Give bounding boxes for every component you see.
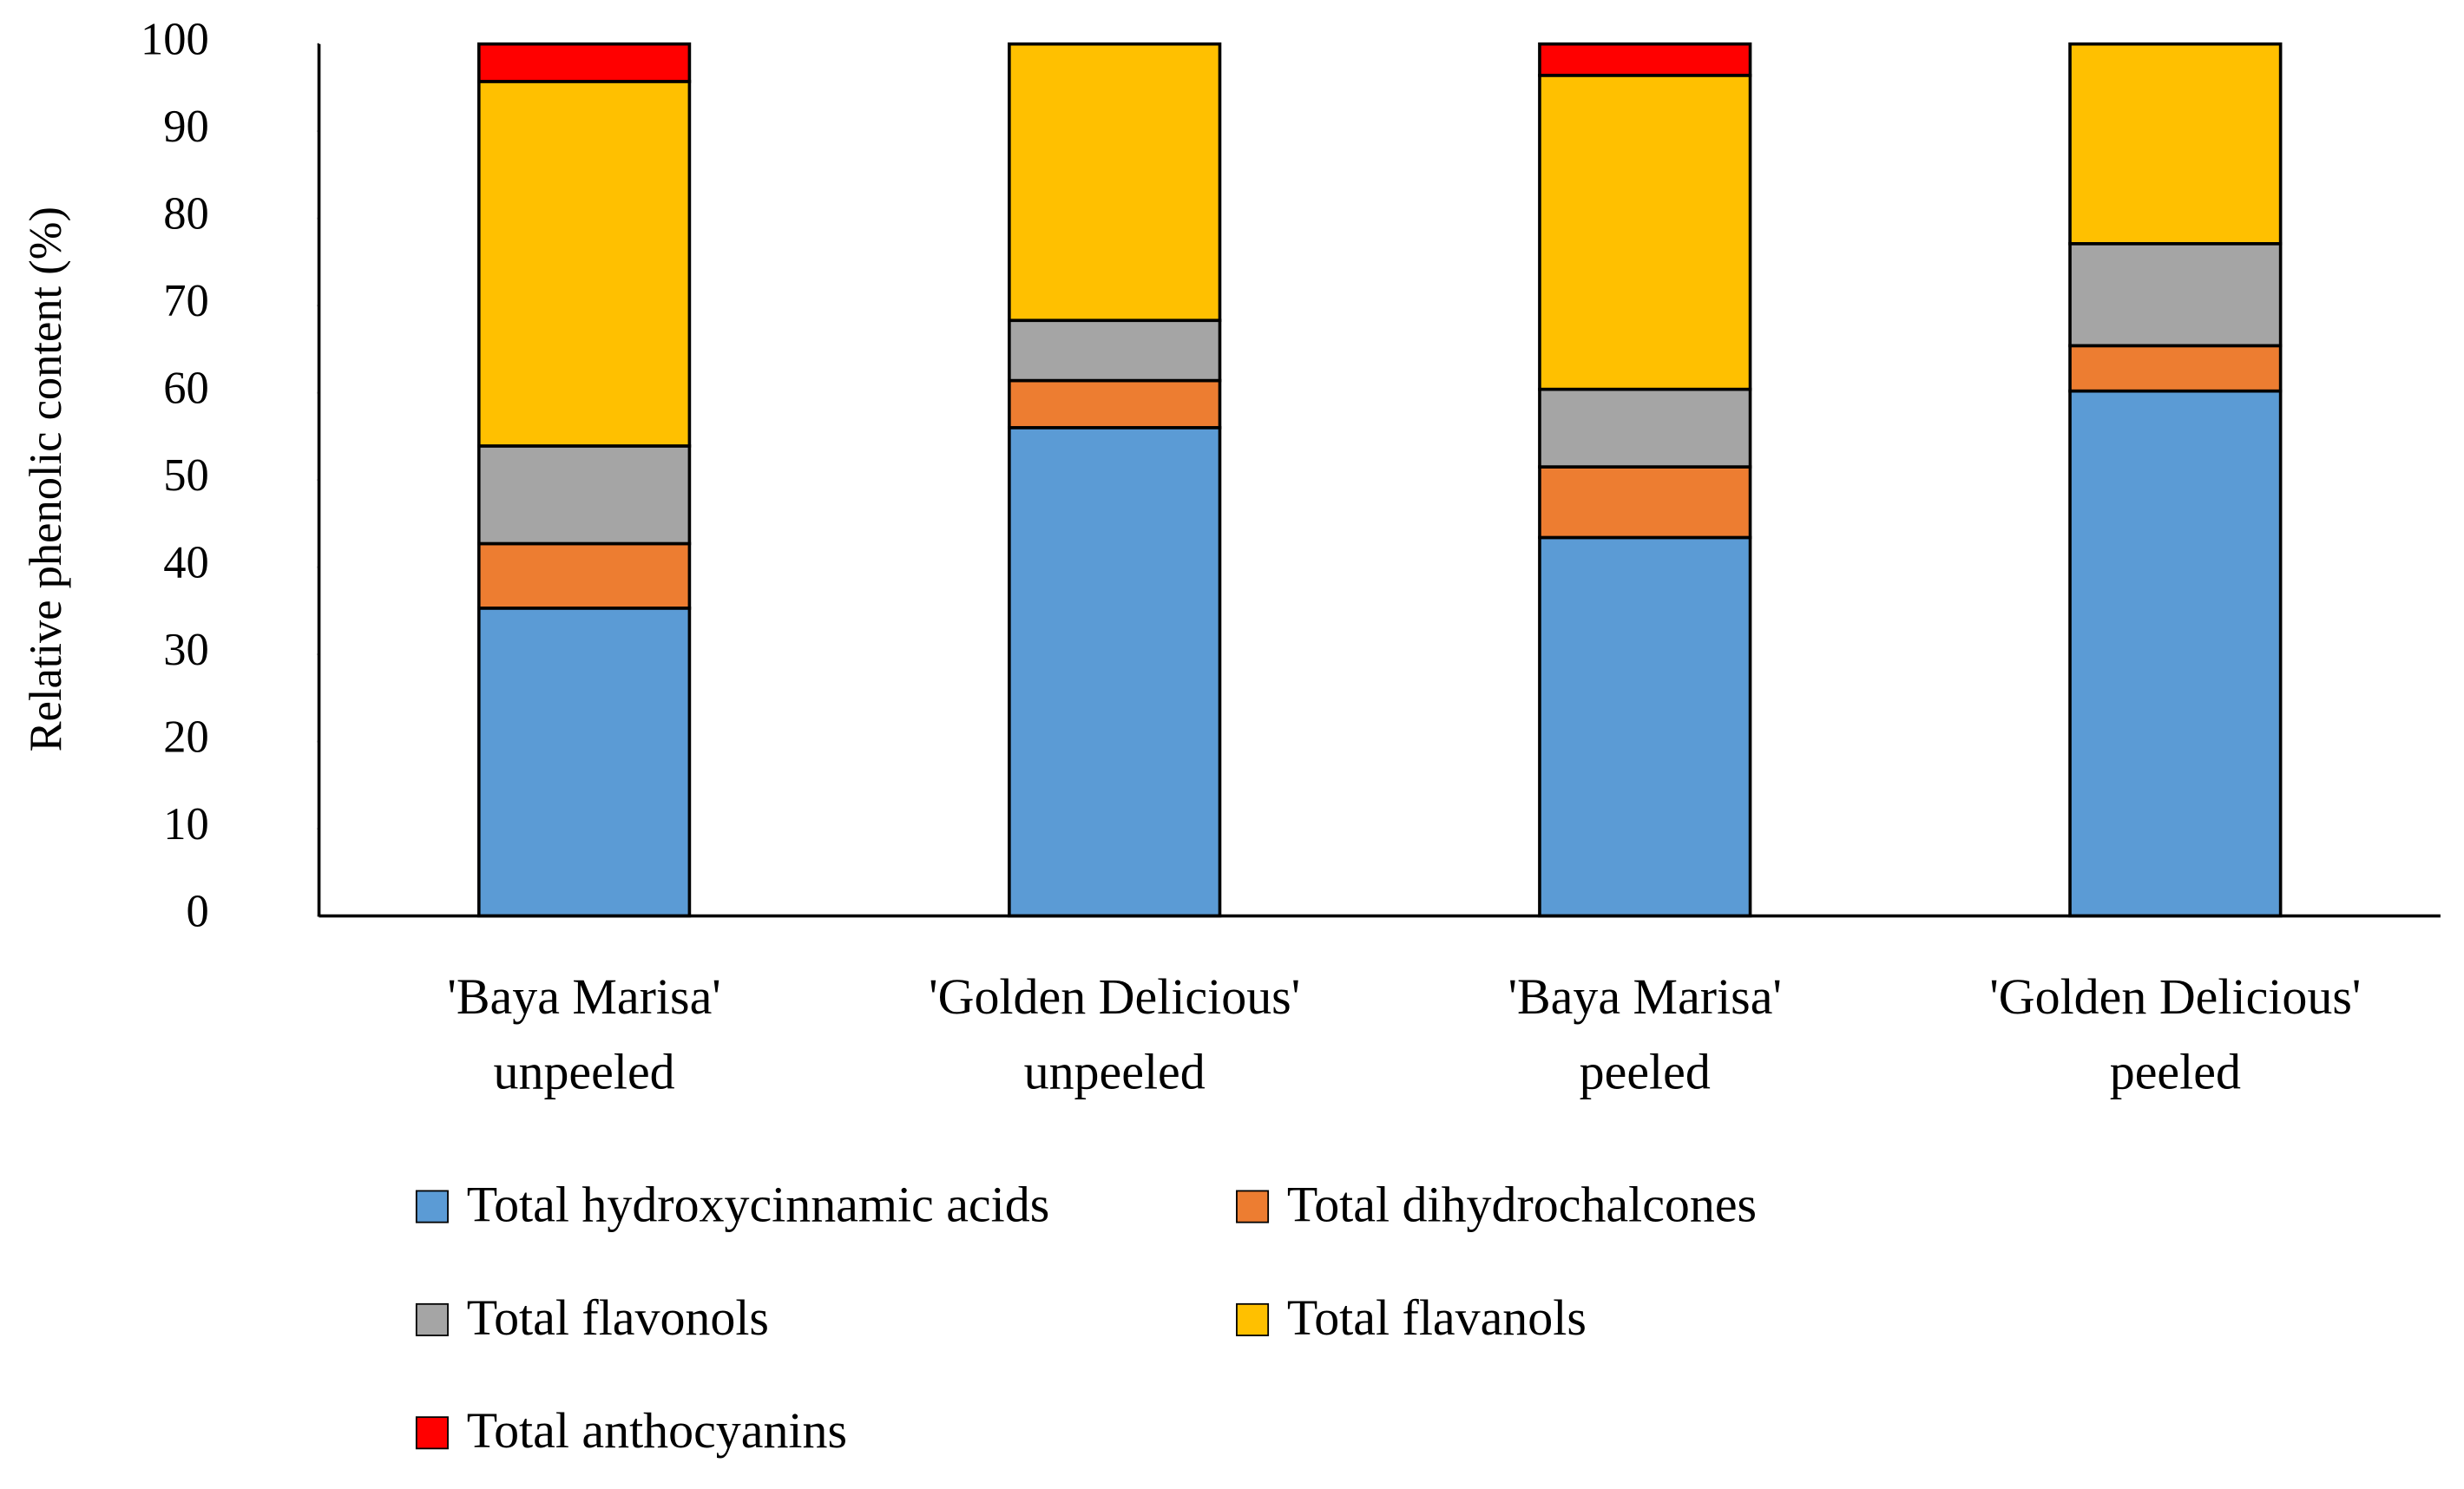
legend-label: Total hydroxycinnamic acids	[467, 1176, 1050, 1232]
y-axis-label: Relative phenolic content (%)	[21, 207, 71, 751]
y-tick-label: 0	[187, 887, 209, 937]
bar-segment	[2068, 42, 2283, 246]
legend-swatch	[415, 1190, 449, 1223]
legend-label: Total flavonols	[467, 1289, 769, 1346]
legend-label: Total flavanols	[1287, 1289, 1587, 1346]
legend-label: Total anthocyanins	[467, 1402, 847, 1459]
y-tick-label: 30	[163, 625, 209, 675]
legend-swatch	[1236, 1190, 1270, 1223]
bar-segment	[476, 444, 692, 546]
y-tick-label: 10	[163, 799, 209, 849]
x-tick-label: 'Golden Delicious' peeled	[1989, 968, 2362, 1100]
x-tick-label: 'Baya Marisa' unpeeled	[447, 968, 721, 1100]
y-tick-label: 80	[163, 189, 209, 239]
legend-swatch	[415, 1416, 449, 1450]
bar-segment	[1538, 74, 1752, 391]
legend-swatch	[415, 1302, 449, 1336]
legend-swatch	[1236, 1302, 1270, 1336]
bar-segment	[476, 42, 692, 83]
bar-segment	[1008, 318, 1222, 383]
y-tick-label: 40	[163, 538, 209, 588]
y-tick-label: 100	[141, 15, 209, 65]
bar-segment	[476, 607, 692, 918]
y-tick-label: 50	[163, 450, 209, 501]
bar-segment	[1538, 465, 1752, 540]
bar-segment	[1008, 378, 1222, 430]
bar-segment	[2068, 242, 2283, 348]
bar-segment	[1008, 426, 1222, 918]
bar-segment	[476, 80, 692, 448]
bar-segment	[476, 541, 692, 610]
bar-segment	[2068, 389, 2283, 918]
legend-label: Total dihydrochalcones	[1287, 1176, 1757, 1232]
y-tick-label: 90	[163, 102, 209, 152]
bar-segment	[1538, 387, 1752, 469]
x-tick-label: 'Golden Delicious' unpeeled	[929, 968, 1301, 1100]
bar-segment	[2068, 344, 2283, 393]
y-tick-label: 60	[163, 364, 209, 414]
bar-segment	[1008, 42, 1222, 323]
y-tick-label: 70	[163, 276, 209, 326]
y-tick-label: 20	[163, 712, 209, 763]
bar-segment	[1538, 535, 1752, 918]
x-tick-label: 'Baya Marisa' peeled	[1508, 968, 1782, 1100]
bar-segment	[1538, 42, 1752, 77]
